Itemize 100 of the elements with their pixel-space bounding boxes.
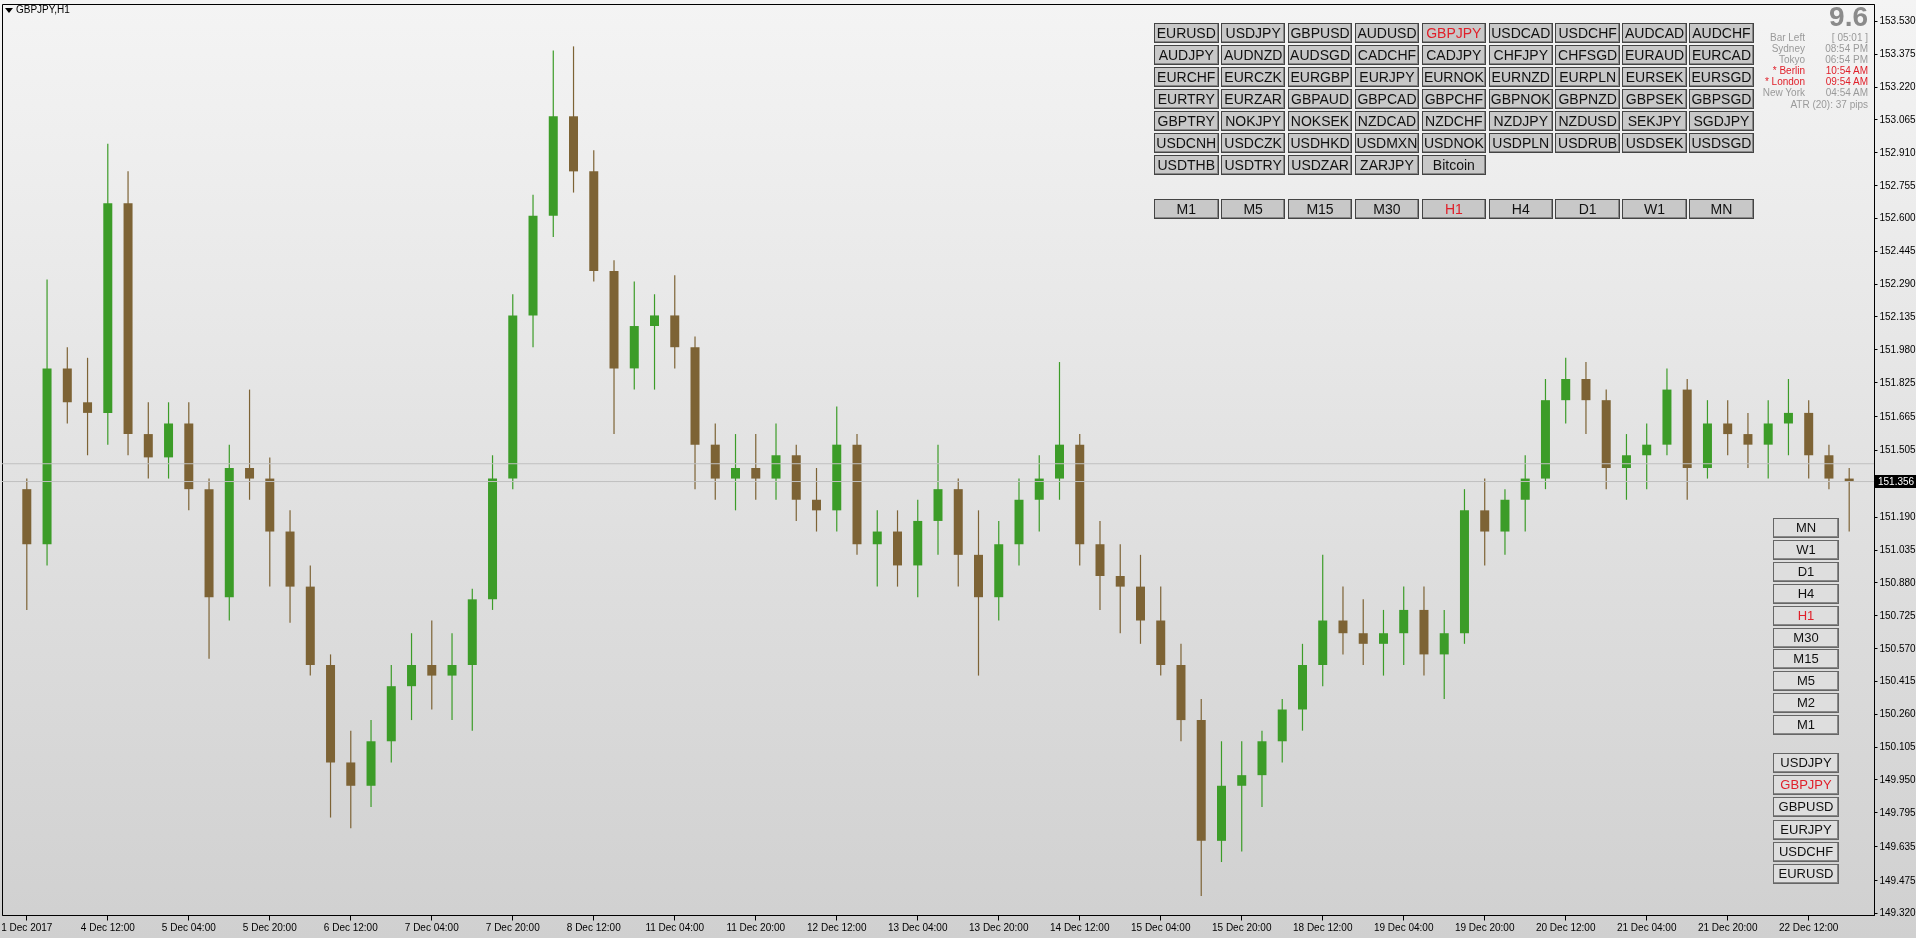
button: USDCNH [1154,133,1219,153]
y-tick-label: 151.505 [1879,444,1916,456]
button: GBPAUD [1287,89,1353,109]
button: EURNZD [1488,67,1553,87]
y-tick-label: 149.475 [1879,874,1916,886]
y-tick-label: 149.795 [1879,806,1916,818]
x-tick-label: 5 Dec 20:00 [242,921,298,933]
button: EURCZK [1220,67,1286,87]
button: M5 [1220,199,1286,219]
candlestick [1378,609,1388,677]
y-tick-label: 149.635 [1879,840,1916,852]
button: GBPCHF [1421,89,1487,109]
candlestick [771,422,781,501]
button: H4 [1773,583,1839,604]
button: USDNOK [1421,133,1487,153]
button: EURCHF [1154,67,1219,87]
y-tick-label: 153.220 [1879,81,1916,93]
y-tick-label: 153.375 [1879,48,1916,60]
button: ZARJPY [1354,155,1420,175]
x-tick-label: 7 Dec 20:00 [485,921,541,933]
button: USDHKD [1287,133,1353,153]
candlestick [751,433,761,501]
button: GBPUSD [1773,797,1839,818]
y-tick-label: 151.035 [1879,544,1916,556]
y-tick-label: 151.665 [1879,410,1916,422]
button: GBPJPY [1421,23,1487,43]
button: AUDJPY [1154,45,1219,65]
y-tick-label: 150.105 [1879,741,1916,753]
annotation: * Berlin [1772,65,1805,76]
candlestick [427,619,437,711]
candlestick [1520,454,1530,533]
button: MN [1689,199,1754,219]
button: USDTRY [1220,155,1286,175]
button: EURSEK [1622,67,1687,87]
y-tick-label: 152.445 [1879,245,1916,257]
candlestick [1581,361,1591,435]
button: EURJPY [1354,67,1420,87]
candlestick [83,357,93,456]
button: USDJPY [1220,23,1286,43]
button: H1 [1421,199,1487,219]
y-tick-label: 153.065 [1879,113,1916,125]
x-tick-label: 19 Dec 20:00 [1454,921,1515,933]
button: GBPNOK [1488,89,1553,109]
annotation: ATR (20): 37 pips [1790,99,1868,110]
x-tick-label: 15 Dec 04:00 [1130,921,1191,933]
button: SEKJPY [1622,111,1687,131]
button: USDCHF [1555,23,1620,43]
x-tick-label: 15 Dec 20:00 [1211,921,1272,933]
button: NZDUSD [1555,111,1620,131]
button: USDMXN [1354,133,1420,153]
y-tick-label: 149.320 [1879,907,1916,919]
button: USDTHB [1154,155,1219,175]
button: EURPLN [1555,67,1620,87]
candlestick [1743,412,1753,469]
button: AUDCAD [1622,23,1687,43]
y-tick-label: 152.290 [1879,278,1916,290]
button: AUDNZD [1220,45,1286,65]
x-tick-label: 13 Dec 04:00 [888,921,948,933]
y-tick-label: 150.725 [1879,609,1916,621]
button: W1 [1622,199,1687,219]
candlestick [1399,586,1409,666]
button: H1 [1773,605,1839,626]
y-tick-label: 153.530 [1879,15,1916,27]
button: EURGBP [1287,67,1353,87]
candlestick [1237,740,1247,853]
chart-title: GBPJPY,H1 [16,4,70,15]
button: GBPSEK [1622,89,1687,109]
y-tick-label: 152.600 [1879,212,1916,224]
x-tick-label: 14 Dec 12:00 [1049,921,1110,933]
annotation: Bar Left [1769,32,1805,43]
button: USDSGD [1689,133,1754,153]
y-tick-label: 152.755 [1879,179,1916,191]
y-tick-label: 152.135 [1879,310,1916,322]
button: GBPTRY [1154,111,1219,131]
candlestick [812,467,822,533]
button: USDZAR [1287,155,1353,175]
button: M2 [1773,693,1839,714]
annotation: 10:54 AM [1825,65,1868,76]
x-tick-label: 6 Dec 12:00 [323,921,379,933]
candlestick [1480,477,1490,567]
y-tick-label: 150.880 [1879,576,1916,588]
button: MN [1773,518,1839,538]
button: EURTRY [1154,89,1219,109]
candlestick [407,632,417,721]
y-tick-label: 150.260 [1879,708,1916,720]
candlestick [1561,357,1571,425]
button: D1 [1773,561,1839,582]
candlestick [1642,422,1652,490]
button: SGDJPY [1689,111,1754,131]
button: EURZAR [1220,89,1286,109]
button: M5 [1773,671,1839,692]
button: M15 [1287,199,1353,219]
x-tick-label: 20 Dec 12:00 [1535,921,1596,933]
x-tick-label: 18 Dec 12:00 [1292,921,1353,933]
annotation: Tokyo [1778,54,1805,65]
candlestick [1824,444,1834,490]
button: NOKSEK [1287,111,1353,131]
annotation: 9.6 [1829,1,1868,32]
annotation: 06:54 PM [1825,54,1868,65]
x-tick-label: 22 Dec 12:00 [1778,921,1839,933]
